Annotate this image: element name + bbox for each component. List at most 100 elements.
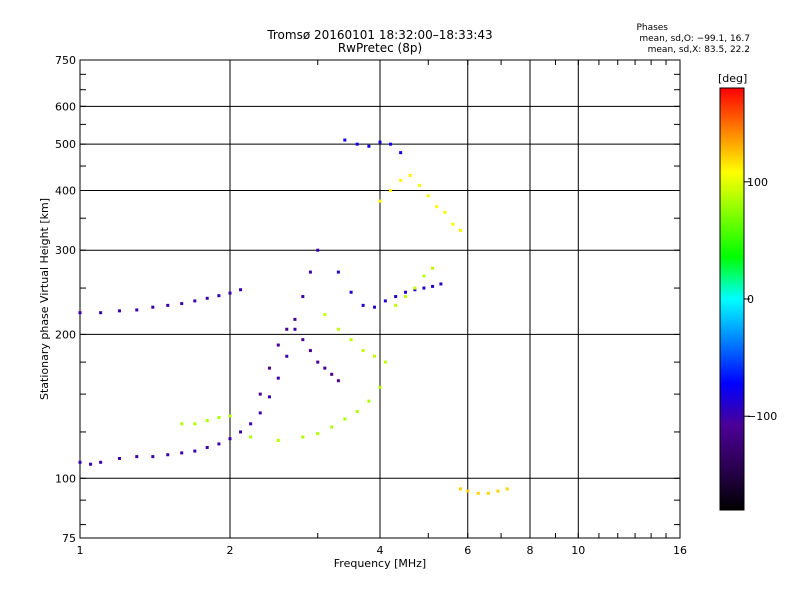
data-point bbox=[399, 151, 403, 155]
grid bbox=[80, 60, 680, 538]
data-point bbox=[394, 295, 398, 299]
y-tick-label: 600 bbox=[55, 100, 76, 113]
data-point bbox=[394, 303, 398, 307]
data-point bbox=[336, 270, 340, 274]
data-point bbox=[417, 183, 421, 187]
data-point bbox=[486, 491, 490, 495]
data-point bbox=[308, 270, 312, 274]
data-point bbox=[78, 460, 82, 464]
y-axis: 75 100 200 300 400 500 600 750 bbox=[55, 54, 680, 545]
data-point bbox=[249, 422, 253, 426]
data-point bbox=[193, 299, 197, 303]
data-point bbox=[496, 489, 500, 493]
data-point bbox=[349, 290, 353, 294]
data-point bbox=[378, 199, 382, 203]
stats-line-x: mean, sd,X: 83.5, 22.2 bbox=[648, 45, 750, 55]
data-point bbox=[285, 327, 289, 331]
data-point bbox=[361, 349, 365, 353]
data-point bbox=[258, 411, 262, 415]
data-point bbox=[349, 338, 353, 342]
x-tick-label: 2 bbox=[227, 544, 234, 557]
data-point bbox=[389, 188, 393, 192]
data-point bbox=[323, 366, 327, 370]
data-point bbox=[367, 399, 371, 403]
data-point bbox=[228, 291, 232, 295]
data-point bbox=[413, 288, 417, 292]
data-point bbox=[403, 290, 407, 294]
data-point bbox=[336, 327, 340, 331]
data-point bbox=[373, 354, 377, 358]
data-point bbox=[378, 385, 382, 389]
chart-title: Tromsø 20160101 18:32:00–18:33:43 bbox=[266, 28, 492, 42]
data-point bbox=[239, 288, 243, 292]
data-point bbox=[367, 144, 371, 148]
data-point bbox=[193, 422, 197, 426]
data-point bbox=[301, 295, 305, 299]
data-point bbox=[426, 194, 430, 198]
data-point bbox=[399, 178, 403, 182]
data-points bbox=[78, 138, 509, 495]
data-point bbox=[285, 354, 289, 358]
stats-heading: Phases bbox=[636, 23, 668, 33]
y-tick-label: 75 bbox=[62, 532, 76, 545]
data-point bbox=[276, 438, 280, 442]
plot-area: 1 2 4 6 8 10 16 75 100 200 300 400 500 600 750 bbox=[55, 54, 687, 557]
y-axis-label: Stationary phase Virtual Height [km] bbox=[38, 198, 51, 400]
data-point bbox=[330, 372, 334, 376]
data-point bbox=[422, 286, 426, 290]
data-point bbox=[89, 462, 93, 466]
data-point bbox=[166, 303, 170, 307]
y-tick-label: 750 bbox=[55, 54, 76, 67]
data-point bbox=[323, 313, 327, 317]
data-point bbox=[458, 487, 462, 491]
y-tick-label: 300 bbox=[55, 244, 76, 257]
data-point bbox=[361, 303, 365, 307]
data-point bbox=[451, 222, 455, 226]
data-point bbox=[293, 317, 297, 321]
data-point bbox=[217, 294, 221, 298]
x-tick-label: 6 bbox=[464, 544, 471, 557]
data-point bbox=[476, 491, 480, 495]
data-point bbox=[308, 349, 312, 353]
data-point bbox=[193, 449, 197, 453]
x-tick-label: 1 bbox=[77, 544, 84, 557]
data-point bbox=[267, 366, 271, 370]
data-point bbox=[373, 305, 377, 309]
data-point bbox=[389, 142, 393, 146]
y-tick-label: 400 bbox=[55, 184, 76, 197]
data-point bbox=[422, 274, 426, 278]
data-point bbox=[408, 173, 412, 177]
data-point bbox=[151, 305, 155, 309]
data-point bbox=[267, 395, 271, 399]
data-point bbox=[458, 228, 462, 232]
data-point bbox=[343, 417, 347, 421]
data-point bbox=[180, 422, 184, 426]
colorbar-ticks: 100 0 −100 bbox=[744, 176, 777, 423]
data-point bbox=[431, 284, 435, 288]
y-tick-label: 500 bbox=[55, 138, 76, 151]
colorbar: [deg] 100 0 −100 bbox=[718, 72, 777, 511]
data-point bbox=[293, 327, 297, 331]
data-point bbox=[301, 435, 305, 439]
x-axis-label: Frequency [MHz] bbox=[334, 557, 426, 570]
data-point bbox=[99, 311, 103, 315]
data-point bbox=[180, 302, 184, 306]
data-point bbox=[205, 419, 209, 423]
data-point bbox=[217, 416, 221, 420]
x-tick-label: 4 bbox=[377, 544, 384, 557]
y-tick-label: 200 bbox=[55, 328, 76, 341]
data-point bbox=[413, 286, 417, 290]
data-point bbox=[249, 435, 253, 439]
data-point bbox=[383, 360, 387, 364]
data-point bbox=[301, 338, 305, 342]
data-point bbox=[439, 282, 443, 286]
colorbar-tick-label: 0 bbox=[747, 293, 754, 306]
colorbar-gradient bbox=[719, 87, 745, 511]
data-point bbox=[443, 210, 447, 214]
data-point bbox=[99, 460, 103, 464]
data-point bbox=[466, 489, 470, 493]
data-point bbox=[435, 205, 439, 209]
x-tick-label: 8 bbox=[527, 544, 534, 557]
data-point bbox=[78, 311, 82, 315]
